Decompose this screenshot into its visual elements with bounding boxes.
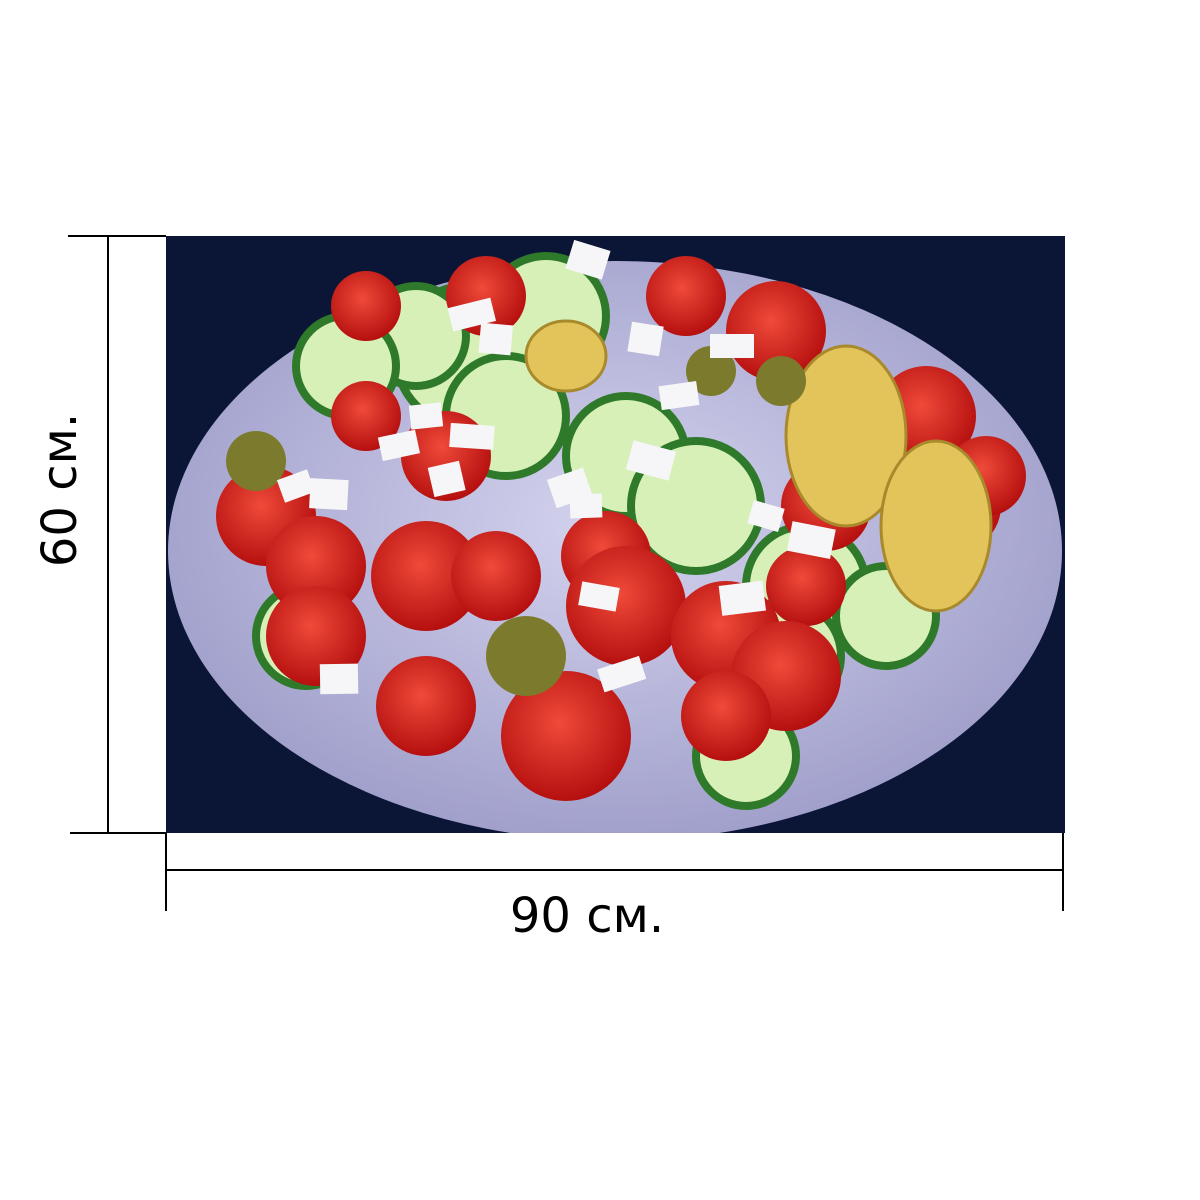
tomato-half	[376, 656, 476, 756]
tomato-half	[646, 256, 726, 336]
olive	[756, 356, 806, 406]
width-dimension-line	[166, 869, 1063, 871]
artichoke	[524, 319, 608, 393]
artichoke	[879, 439, 993, 613]
salad	[216, 239, 1026, 810]
height-tick-bottom	[70, 832, 166, 834]
feta-cube	[747, 500, 785, 532]
feta-cube	[408, 402, 444, 430]
feta-cube	[718, 580, 766, 616]
feta-cube	[625, 440, 677, 481]
feta-cube	[478, 322, 513, 356]
tomato-half	[766, 546, 846, 626]
feta-cube	[449, 422, 495, 450]
height-label: 60 см.	[32, 412, 88, 568]
olive	[486, 616, 566, 696]
tomato-half	[371, 521, 481, 631]
feta-cube	[786, 521, 836, 560]
feta-cube	[309, 478, 349, 511]
olive	[686, 346, 736, 396]
tomato-half	[266, 586, 366, 686]
feta-cube	[658, 381, 700, 411]
feta-cube	[377, 429, 421, 462]
height-dimension-line	[107, 236, 109, 833]
product-photo	[166, 236, 1065, 833]
olive	[226, 431, 286, 491]
feta-cube	[710, 334, 754, 358]
feta-cube	[546, 467, 593, 509]
salad-illustration	[168, 239, 1062, 833]
width-label: 90 см.	[509, 888, 665, 944]
width-tick-right	[1062, 833, 1064, 911]
tomato-half	[451, 531, 541, 621]
feta-cube	[597, 655, 647, 693]
tomato-half	[681, 671, 771, 761]
tomato-half	[331, 381, 401, 451]
feta-cube	[276, 469, 316, 503]
width-tick-left	[165, 833, 167, 911]
tomato-half	[266, 516, 366, 616]
feta-cube	[578, 581, 620, 612]
tomato-half	[331, 271, 401, 341]
tomato-half	[566, 546, 686, 666]
feta-cube	[565, 239, 611, 280]
height-tick-top	[68, 235, 166, 237]
feta-cube	[319, 663, 359, 695]
feta-cube	[427, 460, 466, 498]
feta-cube	[627, 321, 664, 357]
tomato-half	[501, 671, 631, 801]
artichoke	[784, 344, 908, 528]
